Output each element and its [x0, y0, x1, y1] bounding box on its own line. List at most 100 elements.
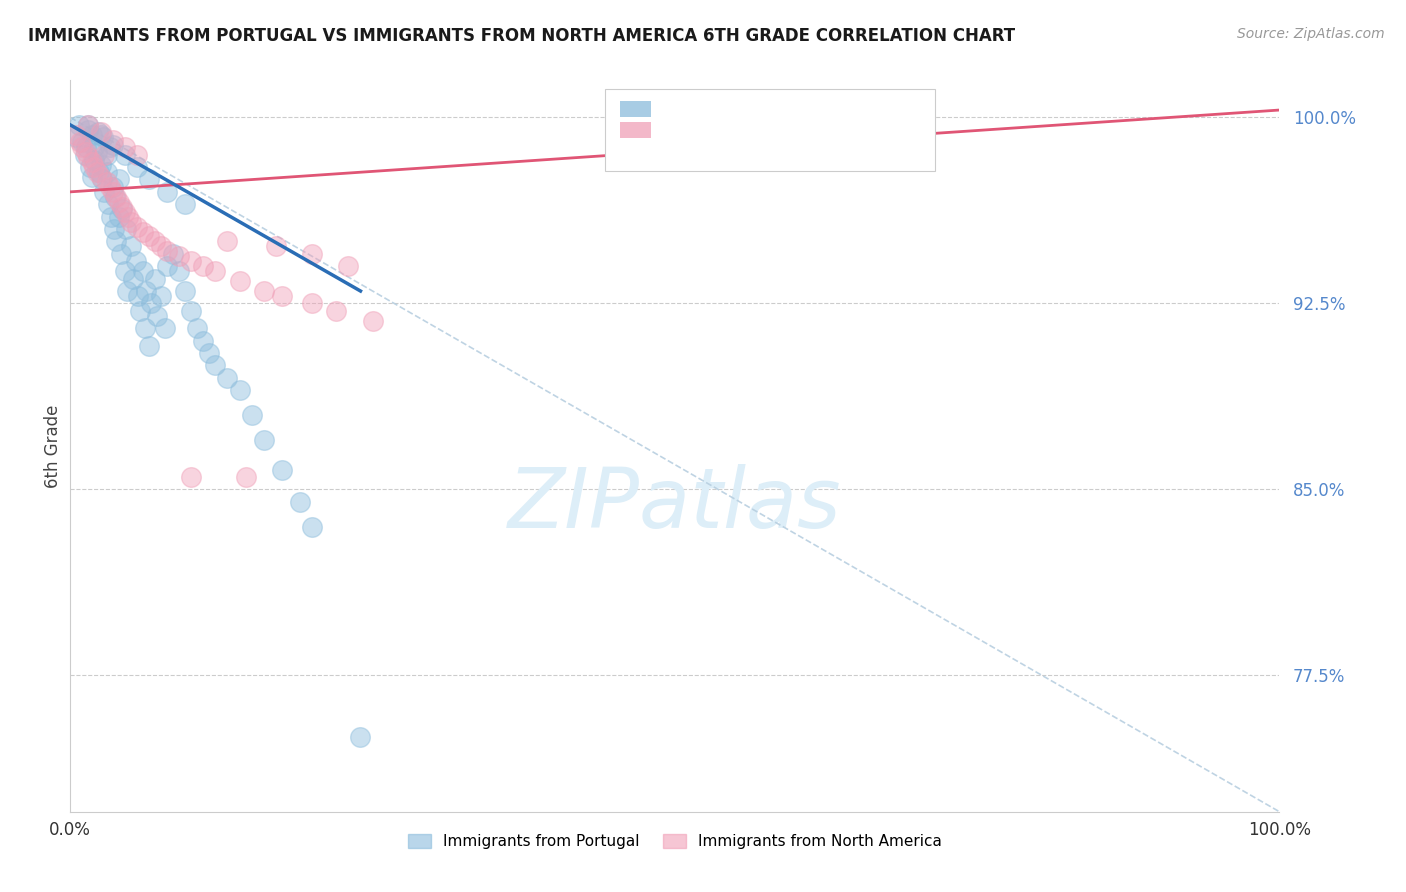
Point [110, 247, 132, 261]
Point [153, 321, 176, 335]
Text: 73: 73 [820, 103, 842, 120]
Point [146, 309, 169, 323]
Point [361, 314, 384, 328]
Point [132, 264, 155, 278]
Text: N =: N = [785, 121, 824, 139]
Point [111, 200, 134, 214]
Point [325, 304, 347, 318]
Point [150, 289, 172, 303]
Point [72, 140, 94, 154]
Point [217, 235, 239, 249]
Point [228, 274, 250, 288]
Text: R =: R = [659, 121, 699, 139]
Point [129, 304, 152, 318]
Point [90, 172, 112, 186]
Point [67, 118, 90, 132]
Point [100, 210, 122, 224]
Point [115, 222, 138, 236]
Point [77, 118, 100, 132]
Point [114, 140, 136, 154]
Point [162, 247, 184, 261]
Point [80, 128, 103, 142]
Point [101, 185, 124, 199]
Point [77, 150, 100, 164]
Point [301, 247, 323, 261]
Point [301, 296, 323, 310]
Point [125, 160, 148, 174]
Point [98, 140, 121, 154]
Point [86, 145, 108, 160]
Point [65, 130, 87, 145]
Point [114, 147, 136, 161]
Point [101, 133, 124, 147]
Point [143, 235, 166, 249]
Point [138, 172, 160, 186]
Point [124, 254, 146, 268]
Y-axis label: 6th Grade: 6th Grade [44, 404, 62, 488]
Point [156, 185, 179, 199]
Point [90, 128, 111, 142]
Point [107, 194, 129, 209]
Point [107, 210, 129, 224]
Text: N =: N = [785, 103, 824, 120]
Point [120, 239, 142, 253]
Point [125, 219, 148, 234]
Point [115, 284, 138, 298]
Point [93, 147, 115, 161]
Point [87, 125, 110, 139]
Point [217, 371, 239, 385]
Point [143, 271, 166, 285]
Point [301, 519, 323, 533]
Text: 0.245: 0.245 [696, 121, 754, 139]
Point [186, 321, 208, 335]
Point [83, 140, 105, 154]
Point [228, 383, 250, 397]
Point [138, 229, 160, 244]
Point [122, 271, 145, 285]
Point [93, 185, 115, 199]
Text: Source: ZipAtlas.com: Source: ZipAtlas.com [1237, 27, 1385, 41]
Point [83, 160, 105, 174]
Point [150, 239, 172, 253]
Point [91, 130, 114, 145]
Point [65, 128, 87, 142]
Point [90, 125, 111, 139]
Point [156, 259, 179, 273]
Point [75, 140, 97, 154]
Point [96, 165, 118, 179]
Point [75, 145, 97, 160]
Point [96, 175, 118, 189]
Point [101, 137, 124, 152]
Text: IMMIGRANTS FROM PORTUGAL VS IMMIGRANTS FROM NORTH AMERICA 6TH GRADE CORRELATION : IMMIGRANTS FROM PORTUGAL VS IMMIGRANTS F… [28, 27, 1015, 45]
Point [193, 334, 215, 348]
Point [204, 359, 226, 373]
Point [96, 147, 118, 161]
Point [180, 304, 202, 318]
Point [193, 259, 215, 273]
Point [90, 169, 111, 184]
Point [235, 470, 257, 484]
Point [270, 289, 294, 303]
Point [174, 197, 197, 211]
Point [253, 433, 276, 447]
Point [180, 254, 202, 268]
Point [101, 180, 124, 194]
Point [204, 264, 226, 278]
Point [117, 210, 139, 224]
Point [270, 462, 294, 476]
Point [167, 264, 190, 278]
Point [80, 155, 103, 169]
Legend: Immigrants from Portugal, Immigrants from North America: Immigrants from Portugal, Immigrants fro… [402, 828, 948, 855]
Point [198, 346, 221, 360]
Point [337, 259, 360, 273]
Text: 46: 46 [820, 121, 842, 139]
Point [90, 158, 111, 172]
Point [105, 235, 128, 249]
Point [253, 284, 276, 298]
Point [127, 289, 149, 303]
Point [167, 249, 190, 263]
Point [98, 180, 121, 194]
Point [89, 165, 111, 179]
Point [120, 214, 142, 228]
Point [72, 135, 94, 149]
